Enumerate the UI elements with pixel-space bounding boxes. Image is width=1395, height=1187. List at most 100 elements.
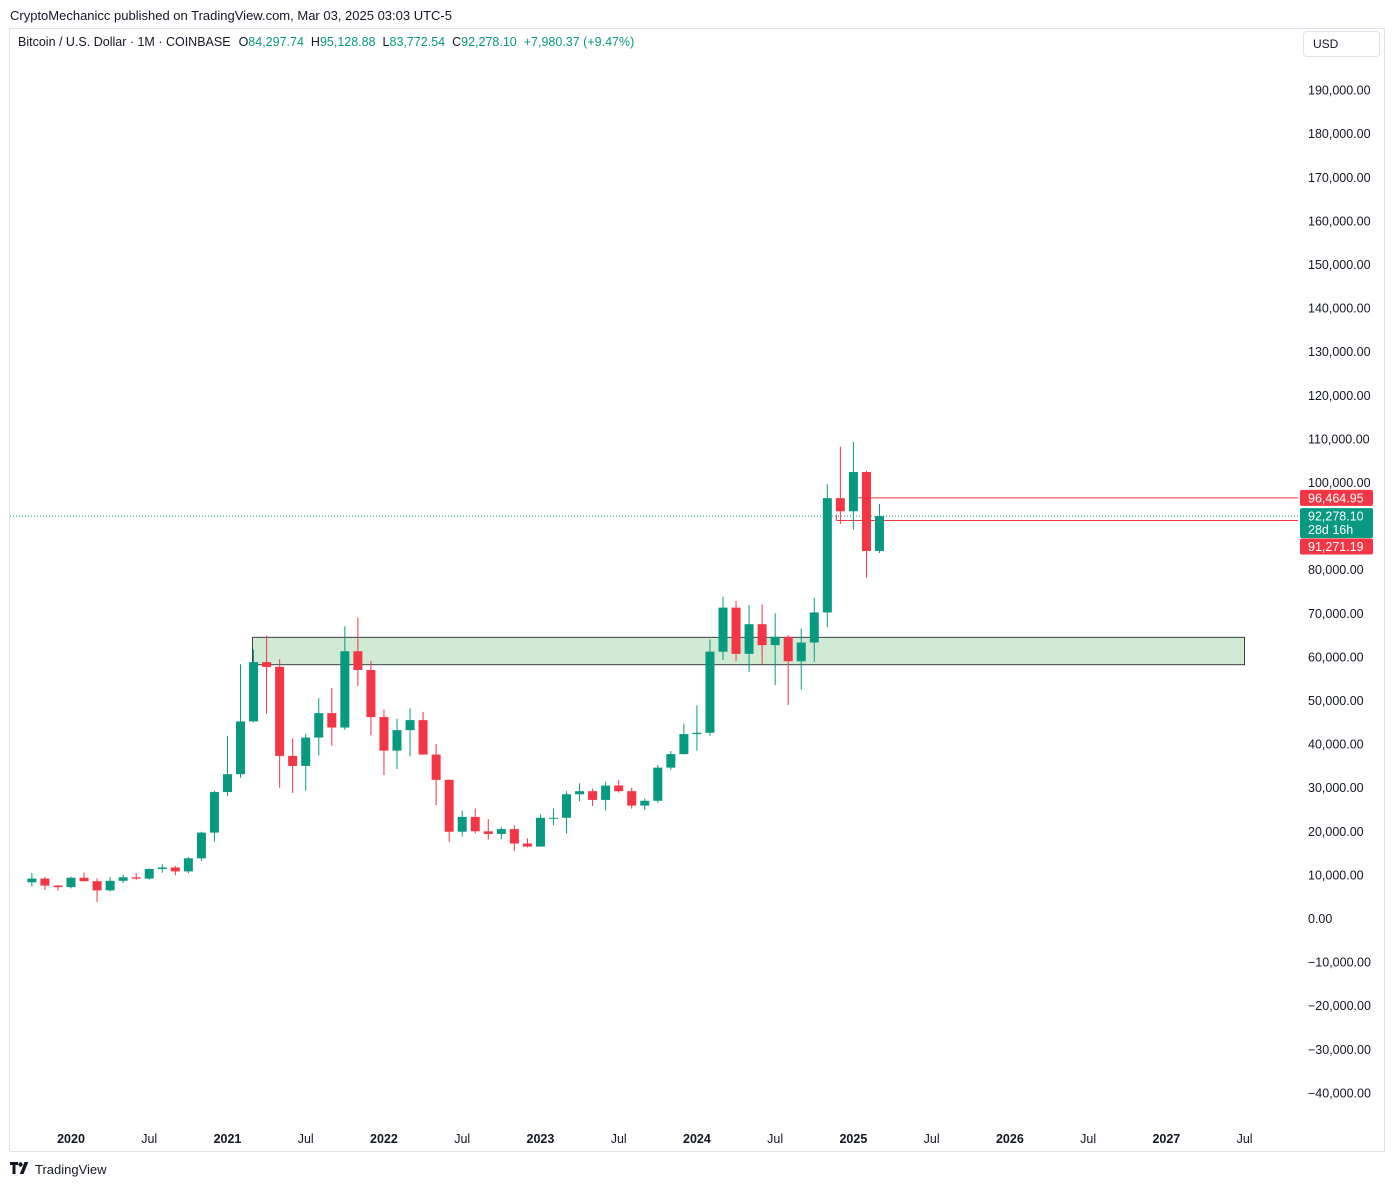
candle-body: [288, 755, 298, 766]
candle-body: [327, 713, 337, 728]
candle-body: [314, 713, 324, 738]
candle-body: [535, 817, 545, 847]
y-tick-label: 110,000.00: [1308, 432, 1370, 446]
x-tick-label: Jul: [767, 1132, 783, 1146]
candle-body: [679, 734, 689, 755]
lower-level-badge-text: 91,271.19: [1308, 540, 1364, 554]
candle-body: [614, 785, 624, 792]
lower-level-badge-bg: [1300, 538, 1373, 555]
x-tick-label: Jul: [141, 1132, 157, 1146]
open-value: 84,297.74: [248, 35, 304, 49]
candle-body: [666, 754, 676, 768]
last-price-badge-bg: [1300, 508, 1373, 539]
candle-body: [705, 651, 715, 733]
candle-body: [340, 651, 350, 728]
candle-body: [209, 792, 219, 833]
x-tick-label: 2021: [214, 1132, 242, 1146]
tradingview-logo-icon: [10, 1162, 30, 1177]
candle-body: [27, 878, 37, 883]
candle-body: [640, 800, 650, 806]
candle-body: [40, 878, 50, 886]
symbol-title[interactable]: Bitcoin / U.S. Dollar · 1M · COINBASE: [18, 35, 231, 49]
candle-body: [601, 785, 611, 800]
y-tick-label: −30,000.00: [1308, 1043, 1371, 1057]
low-value: 83,772.54: [389, 35, 446, 49]
candle-body: [835, 498, 845, 512]
candle-body: [301, 737, 311, 766]
x-tick-label: Jul: [298, 1132, 314, 1146]
candle-body: [809, 612, 819, 643]
candle-body: [444, 779, 454, 832]
x-tick-label: 2020: [57, 1132, 85, 1146]
candle-body: [509, 829, 519, 844]
y-tick-label: 10,000.00: [1308, 868, 1364, 882]
candle-body: [653, 767, 663, 801]
x-tick-label: Jul: [924, 1132, 940, 1146]
candle-body: [66, 877, 76, 888]
high-key: H: [310, 35, 320, 49]
upper-level-badge: 96,464.95: [1300, 489, 1373, 506]
candle-body: [379, 717, 389, 751]
candle-body: [783, 636, 793, 662]
candle-body: [431, 754, 441, 780]
candle-body: [496, 829, 506, 834]
candle-body: [105, 880, 115, 891]
candle-body: [548, 817, 558, 819]
candle-body: [249, 662, 259, 722]
candle-body: [353, 651, 363, 670]
brand[interactable]: TradingView: [10, 1162, 107, 1177]
y-tick-label: 60,000.00: [1308, 650, 1364, 664]
last-price-badge-text: 92,278.10: [1308, 510, 1364, 524]
x-tick-label: Jul: [611, 1132, 627, 1146]
candle-body: [157, 867, 167, 870]
candle-body: [183, 858, 193, 872]
close-key: C: [452, 35, 462, 49]
candle-body: [861, 472, 871, 551]
candle-body: [692, 732, 702, 735]
y-tick-label: 160,000.00: [1308, 214, 1371, 228]
candle-body: [770, 636, 780, 646]
candle-body: [744, 624, 754, 654]
y-tick-label: 190,000.00: [1308, 84, 1371, 98]
low-key: L: [382, 35, 390, 49]
candle-body: [796, 642, 806, 662]
currency-button[interactable]: USD: [1303, 31, 1380, 57]
x-tick-label: 2027: [1152, 1132, 1180, 1146]
candle-body: [196, 832, 206, 859]
y-tick-label: −40,000.00: [1308, 1086, 1371, 1100]
y-tick-label: 30,000.00: [1308, 781, 1364, 795]
y-tick-label: 150,000.00: [1308, 258, 1371, 272]
x-tick-label: Jul: [1237, 1132, 1253, 1146]
last-price-badge-countdown: 28d 16h: [1308, 523, 1353, 537]
upper-level-badge-text: 96,464.95: [1308, 491, 1364, 505]
x-tick-label: 2026: [996, 1132, 1024, 1146]
candle-body: [822, 498, 832, 613]
y-tick-label: 140,000.00: [1308, 302, 1371, 316]
lower-level-badge: 91,271.19: [1300, 538, 1373, 555]
candle-body: [170, 867, 180, 872]
chart-frame: [9, 28, 1385, 1152]
y-tick-label: −20,000.00: [1308, 999, 1371, 1013]
y-tick-label: 130,000.00: [1308, 345, 1371, 359]
y-tick-label: 120,000.00: [1308, 389, 1371, 403]
candle-body: [405, 720, 415, 731]
candle-body: [627, 791, 637, 806]
candle-body: [118, 877, 128, 881]
x-tick-label: Jul: [454, 1132, 470, 1146]
change-value: +7,980.37 (+9.47%): [523, 35, 635, 49]
open-key: O: [238, 35, 249, 49]
x-tick-label: 2022: [370, 1132, 398, 1146]
x-tick-label: 2025: [839, 1132, 867, 1146]
candle-body: [236, 721, 246, 775]
x-tick-label: Jul: [1080, 1132, 1096, 1146]
y-tick-label: 80,000.00: [1308, 563, 1364, 577]
y-tick-label: 20,000.00: [1308, 825, 1364, 839]
y-tick-label: −10,000.00: [1308, 956, 1371, 970]
candle-body: [588, 791, 598, 800]
y-tick-label: 40,000.00: [1308, 738, 1364, 752]
candle-body: [718, 607, 728, 652]
candle-body: [53, 885, 63, 888]
y-tick-label: 70,000.00: [1308, 607, 1364, 621]
